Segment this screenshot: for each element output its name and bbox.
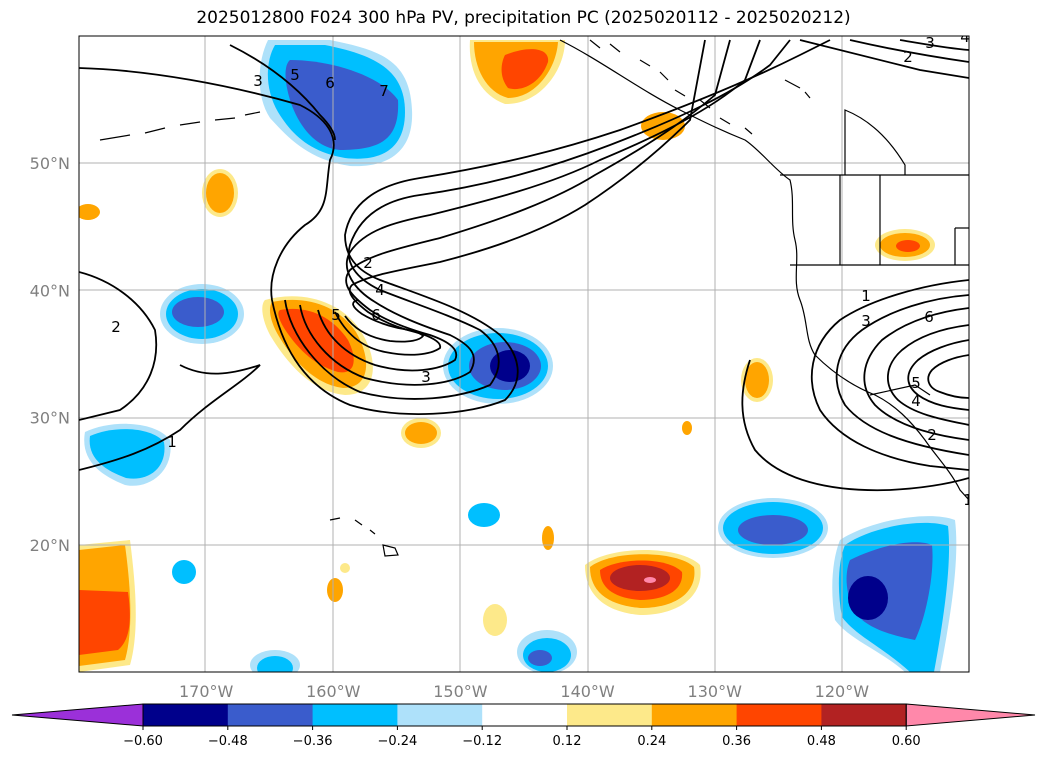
colorbar-tick-label: 0.48 <box>807 734 836 749</box>
colorbar-tick-label: −0.48 <box>208 734 248 749</box>
lon-label: 150°W <box>433 682 488 701</box>
colorbar-segment <box>736 704 822 726</box>
lon-label: 130°W <box>688 682 743 701</box>
colorbar-segment <box>567 704 653 726</box>
contour-label: 6 <box>924 308 934 326</box>
contour-label: 3 <box>925 34 935 52</box>
contour-label: 7 <box>379 82 389 100</box>
pv-contours <box>79 39 969 492</box>
colorbar-frame <box>142 703 907 727</box>
lon-label: 170°W <box>179 682 234 701</box>
colorbar-segment <box>312 704 398 726</box>
colorbar-arrow-left <box>11 703 144 727</box>
colorbar-tick-label: −0.36 <box>293 734 333 749</box>
contour-label: 1 <box>963 491 973 509</box>
contour-label: 6 <box>325 74 335 92</box>
lat-label: 20°N <box>30 536 70 555</box>
colorbar-tick-label: −0.12 <box>462 734 502 749</box>
contour-label: 4 <box>960 28 970 46</box>
lat-label: 50°N <box>30 154 70 173</box>
contour-label: 5 <box>290 66 300 84</box>
contour-label: 2 <box>363 254 373 272</box>
colorbar-segment <box>482 704 568 726</box>
contour-label: 5 <box>331 306 341 324</box>
lon-label: 140°W <box>560 682 615 701</box>
colorbar-tick-label: −0.24 <box>377 734 417 749</box>
contour-label: 2 <box>927 426 937 444</box>
colorbar-segment <box>143 704 229 726</box>
lon-label: 120°W <box>815 682 870 701</box>
contour-label: 1 <box>861 287 871 305</box>
contour-label: 2 <box>903 48 913 66</box>
colorbar-arrow-right <box>905 703 1036 727</box>
colorbar: −0.60 −0.48 −0.36 −0.24 −0.12 0.12 0.24 0.36 0.4… <box>11 703 1036 749</box>
lat-label: 30°N <box>30 409 70 428</box>
map-frame <box>78 35 970 673</box>
precip-shading <box>79 40 957 672</box>
lat-label: 40°N <box>30 281 70 300</box>
contour-label: 6 <box>371 306 381 324</box>
colorbar-tick-label: 0.24 <box>637 734 666 749</box>
gridlines <box>79 36 969 672</box>
contour-label: 4 <box>911 392 921 410</box>
map-title: 2025012800 F024 300 hPa PV, precipitatio… <box>196 8 851 28</box>
contour-label: 5 <box>911 374 921 392</box>
latitude-labels: 50°N 40°N 30°N 20°N <box>30 154 70 555</box>
longitude-labels: 170°W 160°W 150°W 140°W 130°W 120°W <box>179 682 869 701</box>
colorbar-segment <box>227 704 314 726</box>
colorbar-tick-label: −0.60 <box>123 734 163 749</box>
colorbar-segment <box>397 704 483 726</box>
colorbar-segment <box>651 704 738 726</box>
contour-label: 1 <box>167 433 177 451</box>
colorbar-segment <box>821 704 907 726</box>
colorbar-tick-label: 0.12 <box>553 734 582 749</box>
colorbar-tick-label: 0.60 <box>892 734 921 749</box>
contour-label: 3 <box>421 368 431 386</box>
contour-label: 3 <box>253 72 263 90</box>
contour-label: 3 <box>861 312 871 330</box>
contour-label: 2 <box>111 318 121 336</box>
lon-label: 160°W <box>306 682 361 701</box>
colorbar-tick-label: 0.36 <box>722 734 751 749</box>
contour-label: 4 <box>375 281 385 299</box>
